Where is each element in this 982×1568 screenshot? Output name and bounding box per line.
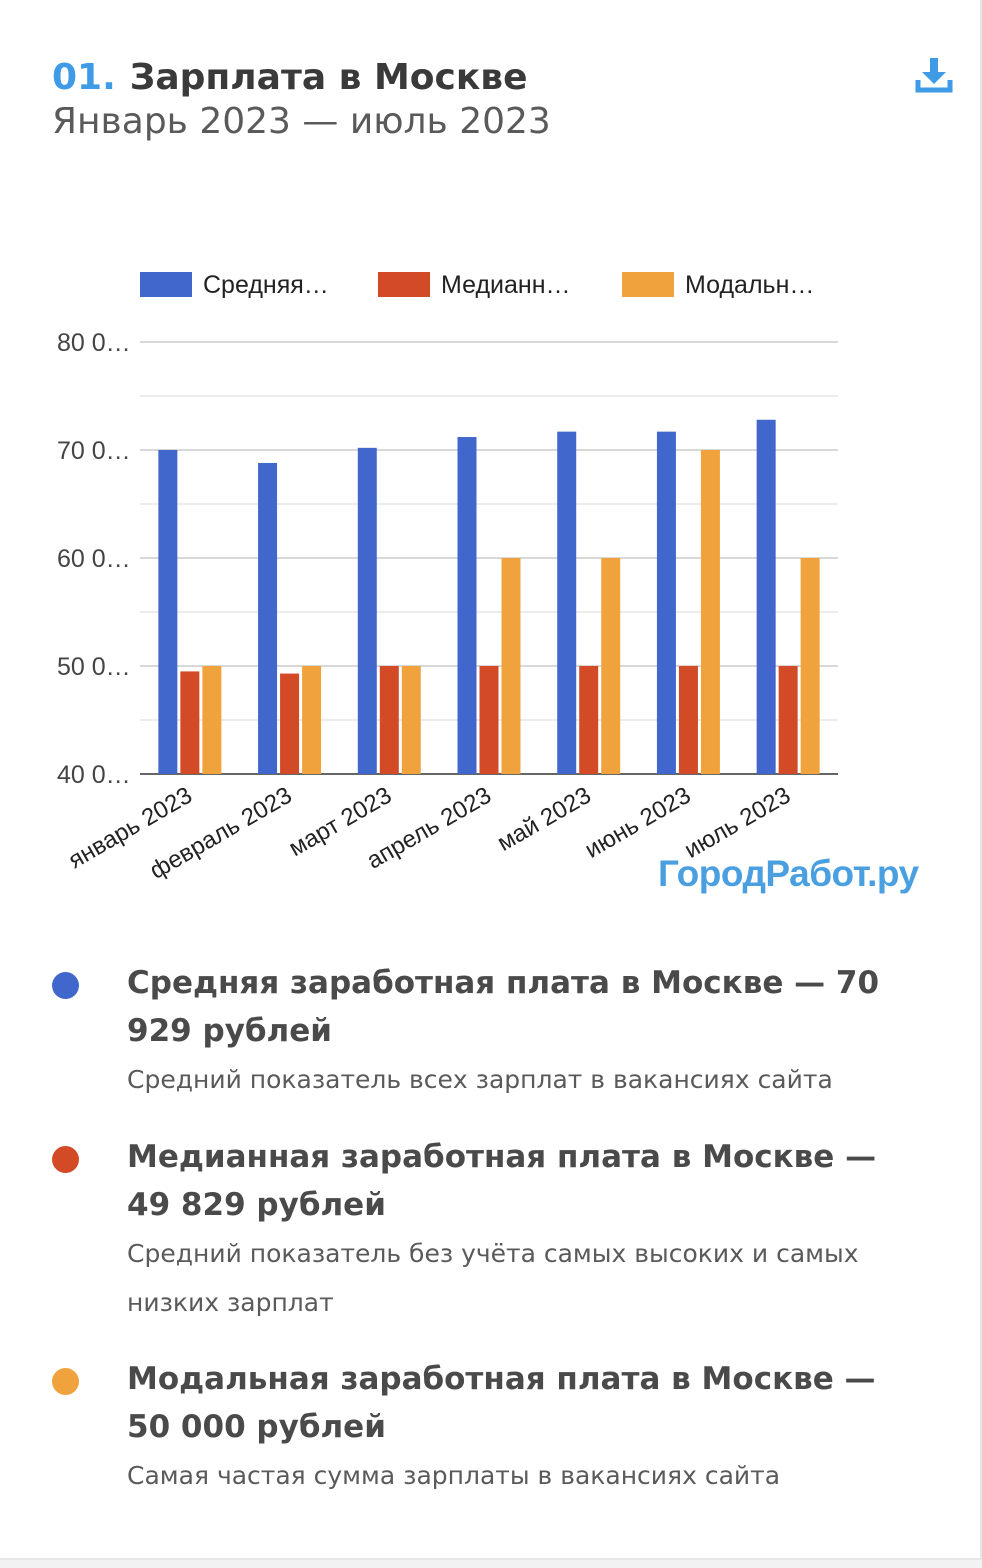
bar <box>158 450 178 774</box>
title-text: Зарплата в Москве <box>129 57 528 98</box>
title-number: 01. <box>52 57 116 98</box>
bar <box>756 419 776 774</box>
legend-label: Медианн… <box>441 271 571 299</box>
x-tick-label: июль 2023 <box>680 782 795 864</box>
legend-swatch <box>622 272 674 297</box>
average-dot <box>52 972 79 999</box>
bar <box>379 666 399 774</box>
bar <box>357 447 377 774</box>
bar <box>557 431 577 774</box>
mode-dot <box>52 1368 79 1395</box>
bar <box>302 666 322 774</box>
y-tick-label: 70 0… <box>57 437 131 465</box>
y-tick-label: 40 0… <box>57 761 131 789</box>
bar <box>258 462 278 774</box>
bar <box>501 558 521 774</box>
x-tick-label: июнь 2023 <box>580 782 695 864</box>
bar <box>700 450 720 774</box>
y-tick-label: 80 0… <box>57 329 131 357</box>
legend-label: Средняя… <box>203 271 329 299</box>
bar <box>280 673 300 774</box>
bar <box>457 437 477 774</box>
bar <box>202 666 222 774</box>
bar <box>800 558 820 774</box>
info-title: Медианная заработная плата в Москве — 49… <box>127 1139 877 1223</box>
watermark-logo: ГородРабот.ру <box>658 853 919 894</box>
bar <box>401 666 421 774</box>
page-title: 01. Зарплата в Москве <box>52 56 528 100</box>
bar <box>601 558 621 774</box>
info-description: Самая частая сумма зарплаты в вакансиях … <box>127 1461 781 1490</box>
y-tick-label: 60 0… <box>57 545 131 573</box>
bar <box>479 666 499 774</box>
info-description: Средний показатель без учёта самых высок… <box>127 1239 859 1317</box>
info-title: Средняя заработная плата в Москве — 70 9… <box>127 965 880 1049</box>
median-dot <box>52 1146 79 1173</box>
bar <box>656 431 676 774</box>
info-description: Средний показатель всех зарплат в ваканс… <box>127 1065 833 1094</box>
legend-swatch <box>140 272 192 297</box>
bar <box>180 671 200 774</box>
bar <box>678 666 698 774</box>
x-tick-label: май 2023 <box>493 782 596 857</box>
download-icon[interactable] <box>914 56 954 96</box>
y-tick-label: 50 0… <box>57 653 131 681</box>
bar <box>579 666 599 774</box>
info-title: Модальная заработная плата в Москве — 50… <box>127 1361 876 1445</box>
bar-chart: 40 0…50 0…60 0…70 0…80 0…январь 2023февр… <box>57 271 838 885</box>
period-subtitle: Январь 2023 — июль 2023 <box>52 101 551 142</box>
bar <box>778 666 798 774</box>
legend-label: Модальн… <box>685 271 814 299</box>
legend-swatch <box>378 272 430 297</box>
